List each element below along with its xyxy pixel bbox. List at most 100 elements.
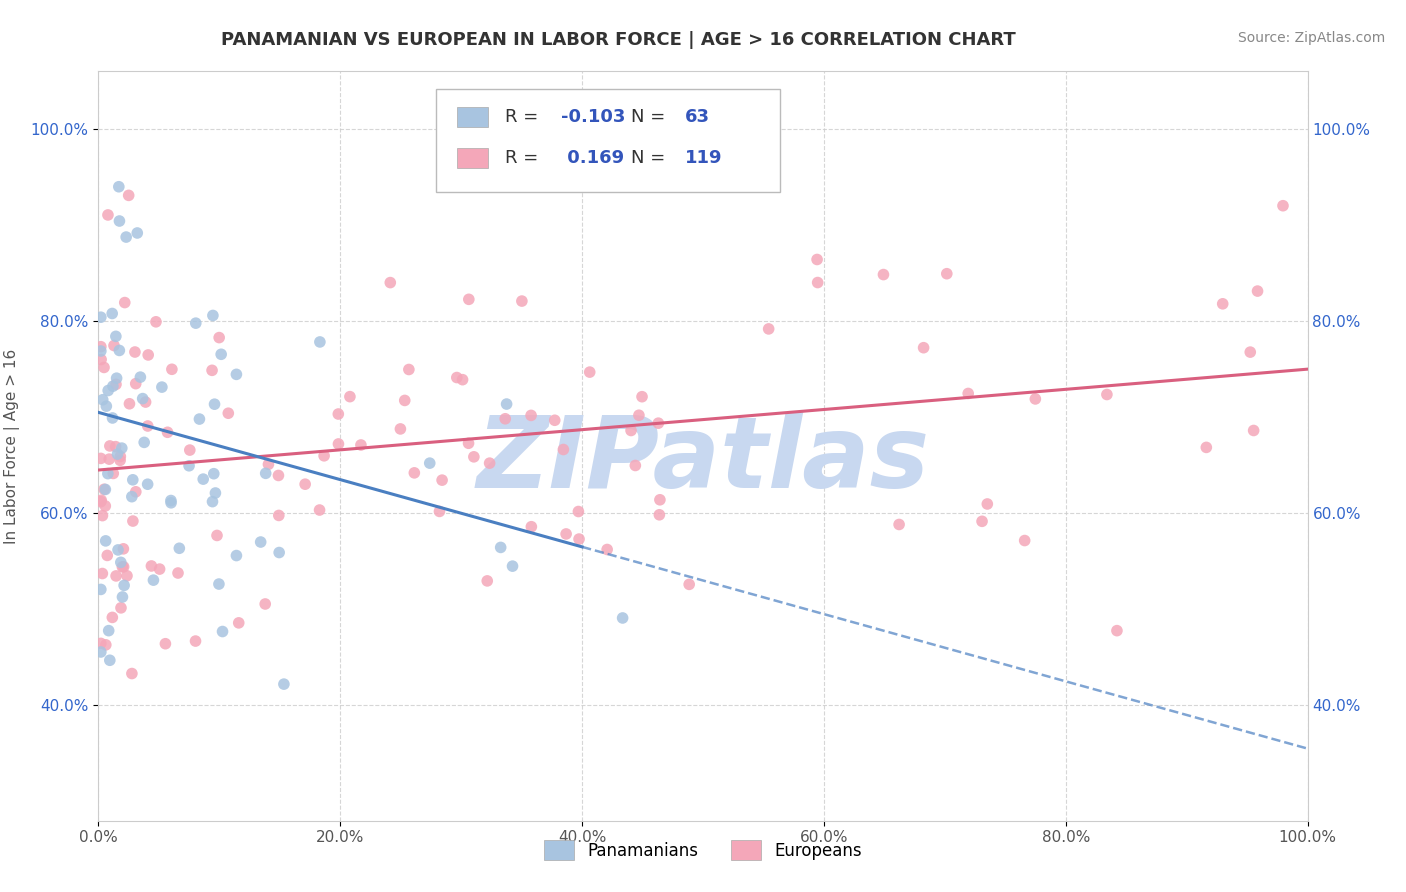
Point: [97, 467, 120, 481]
Point: [225, 549, 247, 563]
Point: [91, 508, 114, 523]
Point: [267, 508, 290, 523]
Point: [477, 574, 499, 588]
Point: [114, 295, 136, 310]
Point: [631, 390, 654, 404]
Point: [202, 467, 225, 481]
Point: [110, 450, 132, 464]
Point: [160, 362, 183, 376]
Point: [156, 425, 179, 440]
Point: [204, 486, 226, 500]
Point: [451, 373, 474, 387]
Point: [121, 473, 143, 487]
Point: [544, 413, 567, 427]
Point: [208, 330, 231, 344]
Point: [404, 466, 426, 480]
Point: [131, 392, 153, 406]
Point: [596, 542, 619, 557]
Point: [136, 419, 159, 434]
Point: [118, 397, 141, 411]
Point: [101, 306, 124, 320]
Point: [108, 453, 131, 467]
Point: [350, 438, 373, 452]
Point: [98, 439, 121, 453]
Point: [90, 340, 112, 354]
Point: [112, 578, 135, 592]
Point: [1014, 533, 1036, 548]
Point: [155, 637, 177, 651]
Point: [90, 451, 112, 466]
Point: [96, 399, 118, 413]
Point: [134, 435, 156, 450]
Point: [267, 468, 290, 483]
Point: [225, 368, 247, 382]
Point: [105, 569, 128, 583]
Point: [160, 493, 183, 508]
Point: [1239, 345, 1261, 359]
Text: 0.169: 0.169: [561, 149, 624, 167]
Point: [103, 338, 125, 352]
Point: [1212, 297, 1234, 311]
Point: [429, 504, 451, 518]
Point: [228, 615, 250, 630]
Point: [1095, 387, 1118, 401]
Point: [111, 559, 134, 574]
Point: [1272, 199, 1295, 213]
Point: [90, 494, 112, 508]
Point: [104, 440, 127, 454]
Point: [269, 545, 291, 559]
Point: [115, 569, 138, 583]
Point: [104, 329, 127, 343]
Point: [201, 309, 224, 323]
Point: [446, 370, 468, 384]
Point: [90, 310, 112, 325]
Point: [254, 597, 277, 611]
Point: [489, 541, 512, 555]
Point: [188, 412, 211, 426]
Point: [394, 393, 416, 408]
Point: [145, 315, 167, 329]
Point: [217, 406, 239, 420]
Point: [90, 582, 112, 597]
Point: [648, 508, 671, 522]
Point: [624, 458, 647, 473]
Text: 63: 63: [685, 108, 710, 126]
Point: [184, 634, 207, 648]
Point: [1105, 624, 1128, 638]
Point: [105, 371, 128, 385]
Point: [127, 226, 149, 240]
Point: [108, 214, 131, 228]
Point: [97, 624, 120, 638]
Point: [648, 492, 671, 507]
Point: [309, 334, 332, 349]
Point: [205, 528, 228, 542]
Point: [150, 380, 173, 394]
Point: [957, 386, 980, 401]
Point: [201, 494, 224, 508]
Point: [806, 252, 828, 267]
Point: [91, 392, 114, 407]
Point: [136, 348, 159, 362]
Point: [1024, 392, 1046, 406]
Point: [553, 173, 575, 187]
Point: [430, 473, 453, 487]
Text: ZIPatlas: ZIPatlas: [477, 412, 929, 509]
Point: [107, 543, 129, 558]
Point: [111, 590, 134, 604]
Point: [249, 535, 271, 549]
Point: [97, 208, 120, 222]
Text: Source: ZipAtlas.com: Source: ZipAtlas.com: [1237, 31, 1385, 45]
Point: [328, 407, 350, 421]
Point: [912, 341, 935, 355]
Point: [121, 490, 143, 504]
Point: [90, 352, 112, 367]
Point: [419, 456, 441, 470]
Point: [101, 379, 124, 393]
Point: [101, 610, 124, 624]
Point: [193, 472, 215, 486]
Point: [647, 416, 669, 430]
Point: [502, 559, 524, 574]
Point: [142, 573, 165, 587]
Text: N =: N =: [631, 149, 665, 167]
Point: [135, 395, 157, 409]
